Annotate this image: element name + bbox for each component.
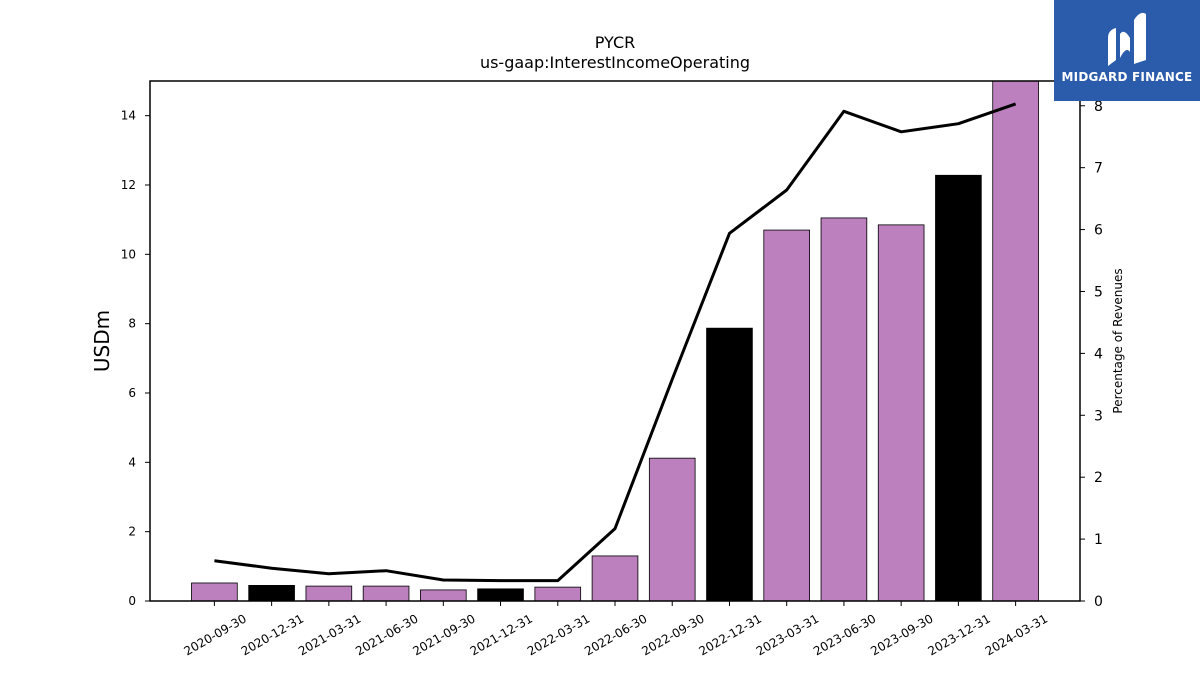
x-tick-label: 2021-09-30 bbox=[410, 611, 477, 658]
bar-2023-06-30 bbox=[820, 217, 868, 602]
bar-2023-09-30 bbox=[877, 224, 925, 602]
left-y-axis-label: USDm bbox=[90, 310, 114, 372]
bars-layer bbox=[191, 80, 1039, 602]
x-tick-label: 2023-03-31 bbox=[754, 611, 821, 658]
right-tick-label: 4 bbox=[1094, 346, 1103, 362]
x-tick-label: 2022-09-30 bbox=[639, 611, 706, 658]
right-tick-label: 6 bbox=[1094, 223, 1103, 239]
bar-2022-09-30 bbox=[648, 457, 696, 602]
right-tick-label: 3 bbox=[1094, 408, 1103, 424]
left-tick-label: 4 bbox=[128, 455, 136, 469]
bar-2020-09-30 bbox=[191, 582, 238, 602]
bar-2021-03-31 bbox=[305, 585, 353, 602]
chart-subtitle: us-gaap:InterestIncomeOperating bbox=[480, 53, 750, 72]
left-tick-label: 6 bbox=[128, 386, 136, 400]
bar-2022-03-31 bbox=[534, 586, 582, 602]
bar-2021-06-30 bbox=[362, 585, 410, 602]
bar-2022-06-30 bbox=[591, 555, 639, 602]
x-tick-label: 2022-06-30 bbox=[582, 611, 649, 658]
x-tick-label: 2021-12-31 bbox=[468, 611, 535, 658]
right-tick-label: 7 bbox=[1094, 161, 1103, 177]
line-layer bbox=[214, 102, 1017, 583]
logo-text: MIDGARD FINANCE bbox=[1061, 70, 1193, 84]
right-tick-label: 1 bbox=[1094, 532, 1103, 548]
left-tick-label: 8 bbox=[128, 317, 136, 331]
right-tick-label: 5 bbox=[1094, 284, 1103, 300]
x-tick-label: 2023-09-30 bbox=[868, 611, 935, 658]
right-y-axis-label: Percentage of Revenues bbox=[1111, 268, 1125, 413]
bar-2022-12-31 bbox=[706, 327, 753, 602]
left-tick-label: 0 bbox=[128, 594, 136, 608]
left-tick-label: 2 bbox=[128, 525, 136, 539]
percentage-line bbox=[214, 102, 1017, 583]
chart-title: PYCR bbox=[595, 33, 635, 52]
x-tick-label: 2024-03-31 bbox=[983, 611, 1050, 658]
x-tick-label: 2022-03-31 bbox=[525, 611, 592, 658]
brand-logo: MIDGARD FINANCE bbox=[1054, 0, 1200, 101]
right-tick-label: 2 bbox=[1094, 470, 1103, 486]
x-tick-label: 2020-09-30 bbox=[181, 611, 248, 658]
bar-2020-12-31 bbox=[248, 585, 295, 602]
x-tick-label: 2020-12-31 bbox=[239, 611, 306, 658]
bar-2021-09-30 bbox=[420, 589, 467, 602]
x-tick-label: 2023-12-31 bbox=[925, 611, 992, 658]
x-tick-label: 2021-06-30 bbox=[353, 611, 420, 658]
left-tick-label: 10 bbox=[121, 247, 136, 261]
left-tick-label: 14 bbox=[121, 109, 136, 123]
bar-2024-03-31 bbox=[992, 80, 1039, 602]
x-tick-label: 2021-03-31 bbox=[296, 611, 363, 658]
bar-2023-03-31 bbox=[763, 229, 810, 602]
x-tick-label: 2023-06-30 bbox=[811, 611, 878, 658]
bar-2021-12-31 bbox=[477, 588, 524, 602]
x-tick-label: 2022-12-31 bbox=[697, 611, 764, 658]
logo-mark-icon bbox=[1108, 12, 1146, 66]
right-tick-label: 8 bbox=[1094, 99, 1103, 115]
bar-2023-12-31 bbox=[935, 174, 982, 602]
right-tick-label: 0 bbox=[1094, 594, 1103, 610]
left-tick-label: 12 bbox=[121, 178, 136, 192]
